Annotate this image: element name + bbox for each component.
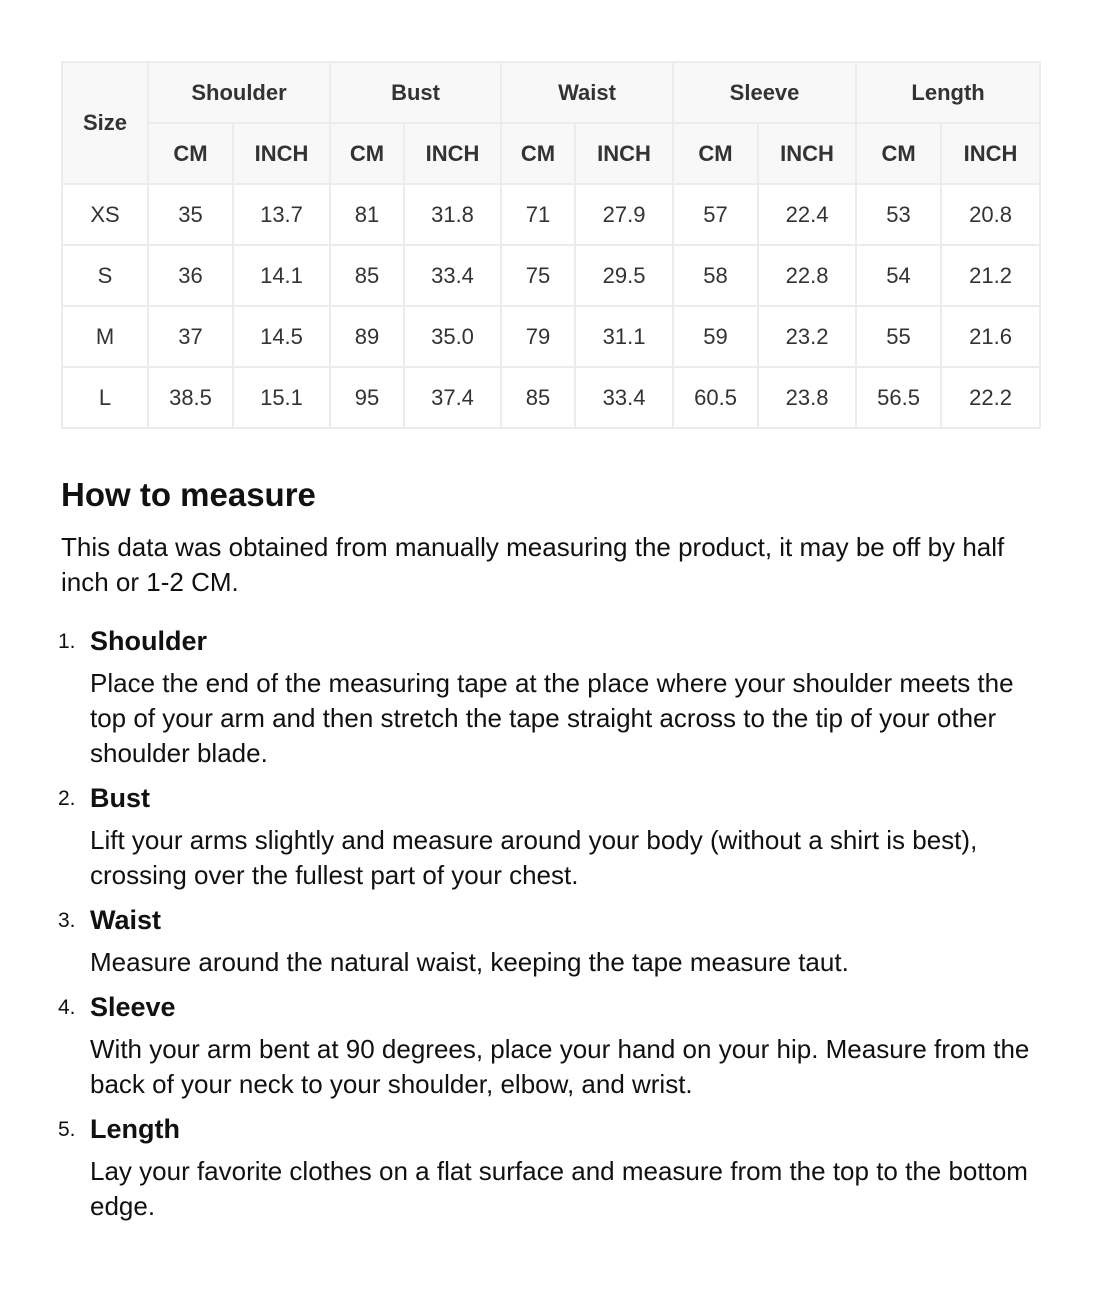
item-number: 1.	[58, 630, 76, 653]
value-cell: 33.4	[402, 244, 503, 307]
item-title: Shoulder	[90, 626, 208, 656]
item-description: Measure around the natural waist, keepin…	[90, 947, 849, 977]
value-cell: 53	[855, 183, 943, 246]
unit-header: CM	[147, 122, 234, 185]
value-cell: 14.5	[232, 305, 331, 368]
value-cell: 35.0	[402, 305, 503, 368]
item-title: Bust	[90, 783, 150, 813]
value-cell: 31.8	[402, 183, 503, 246]
item-title: Sleeve	[90, 992, 176, 1022]
value-cell: 23.8	[757, 366, 858, 429]
value-cell: 55	[855, 305, 943, 368]
item-description: Place the end of the measuring tape at t…	[90, 668, 1014, 768]
unit-header: INCH	[402, 122, 503, 185]
item-title: Length	[90, 1114, 180, 1144]
header-row-groups: Size Shoulder Bust Waist Sleeve Length	[61, 61, 1042, 185]
item-number: 2.	[58, 787, 76, 810]
value-cell: 59	[672, 305, 760, 368]
item-number: 3.	[58, 909, 76, 932]
value-cell: 23.2	[757, 305, 858, 368]
value-cell: 95	[329, 366, 405, 429]
unit-header: CM	[329, 122, 405, 185]
value-cell: 81	[329, 183, 405, 246]
list-item: 5. Length Lay your favorite clothes on a f…	[58, 1110, 1051, 1224]
value-cell: 60.5	[672, 366, 760, 429]
value-cell: 21.2	[940, 244, 1042, 307]
unit-header: CM	[672, 122, 760, 185]
item-description: With your arm bent at 90 degrees, place …	[90, 1034, 1030, 1099]
value-cell: 13.7	[232, 183, 331, 246]
unit-header: INCH	[940, 122, 1042, 185]
size-chart: Size Shoulder Bust Waist Sleeve Length C…	[61, 61, 1042, 429]
value-cell: 20.8	[940, 183, 1042, 246]
unit-header: INCH	[574, 122, 675, 185]
value-cell: 89	[329, 305, 405, 368]
value-cell: 75	[500, 244, 577, 307]
value-cell: 31.1	[574, 305, 675, 368]
size-header: Size	[61, 61, 149, 185]
unit-header: CM	[855, 122, 943, 185]
value-cell: 15.1	[232, 366, 331, 429]
table-row: XS 35 13.7 81 31.8 71 27.9 57 22.4 53 20.8	[61, 183, 1042, 246]
group-header: Shoulder	[147, 61, 331, 124]
item-title: Waist	[90, 905, 162, 935]
header-row-units: CM INCH CM INCH CM INCH CM INCH CM INCH	[62, 122, 1042, 185]
table-body: XS 35 13.7 81 31.8 71 27.9 57 22.4 53 20.8 S 36 14.1 8…	[61, 183, 1042, 429]
list-item: 2. Bust Lift your arms slightly and measur…	[58, 779, 1051, 893]
value-cell: 85	[500, 366, 577, 429]
table-row: S 36 14.1 85 33.4 75 29.5 58 22.8 54 21.2	[61, 244, 1042, 307]
value-cell: 38.5	[147, 366, 234, 429]
size-cell: M	[61, 305, 149, 368]
value-cell: 79	[500, 305, 577, 368]
value-cell: 37	[147, 305, 234, 368]
table-row: M 37 14.5 89 35.0 79 31.1 59 23.2 55 21.6	[61, 305, 1042, 368]
item-description: Lift your arms slightly and measure arou…	[90, 825, 978, 890]
value-cell: 57	[672, 183, 760, 246]
value-cell: 33.4	[574, 366, 675, 429]
group-header: Waist	[500, 61, 675, 124]
value-cell: 85	[329, 244, 405, 307]
value-cell: 71	[500, 183, 577, 246]
value-cell: 29.5	[574, 244, 675, 307]
table-row: L 38.5 15.1 95 37.4 85 33.4 60.5 23.8 56.5 22.2	[61, 366, 1042, 429]
item-number: 4.	[58, 996, 76, 1019]
value-cell: 35	[147, 183, 234, 246]
value-cell: 36	[147, 244, 234, 307]
value-cell: 37.4	[402, 366, 503, 429]
size-table: Size Shoulder Bust Waist Sleeve Length C…	[61, 61, 1042, 429]
value-cell: 27.9	[574, 183, 675, 246]
value-cell: 54	[855, 244, 943, 307]
size-cell: S	[61, 244, 149, 307]
unit-header: CM	[500, 122, 577, 185]
value-cell: 22.2	[940, 366, 1042, 429]
section-title: How to measure	[61, 476, 316, 513]
value-cell: 56.5	[855, 366, 943, 429]
value-cell: 22.8	[757, 244, 858, 307]
list-item: 1. Shoulder Place the end of the measuring…	[58, 622, 1051, 771]
size-cell: XS	[61, 183, 149, 246]
list-item: 4. Sleeve With your arm bent at 90 degrees…	[58, 988, 1051, 1102]
group-header: Bust	[328, 61, 503, 124]
intro-text: This data was obtained from manually mea…	[61, 532, 1005, 597]
unit-header: INCH	[757, 122, 858, 185]
value-cell: 21.6	[940, 305, 1042, 368]
item-number: 5.	[58, 1118, 76, 1141]
list-item: 3. Waist Measure around the natural waist,…	[58, 901, 1051, 980]
group-header: Length	[855, 61, 1042, 124]
group-header: Sleeve	[672, 61, 858, 124]
value-cell: 22.4	[757, 183, 858, 246]
item-description: Lay your favorite clothes on a flat surf…	[90, 1156, 1028, 1221]
value-cell: 14.1	[232, 244, 331, 307]
size-cell: L	[61, 366, 149, 429]
measure-list: 1. Shoulder Place the end of the measuring…	[58, 622, 1051, 1232]
unit-header: INCH	[232, 122, 331, 185]
value-cell: 58	[672, 244, 760, 307]
